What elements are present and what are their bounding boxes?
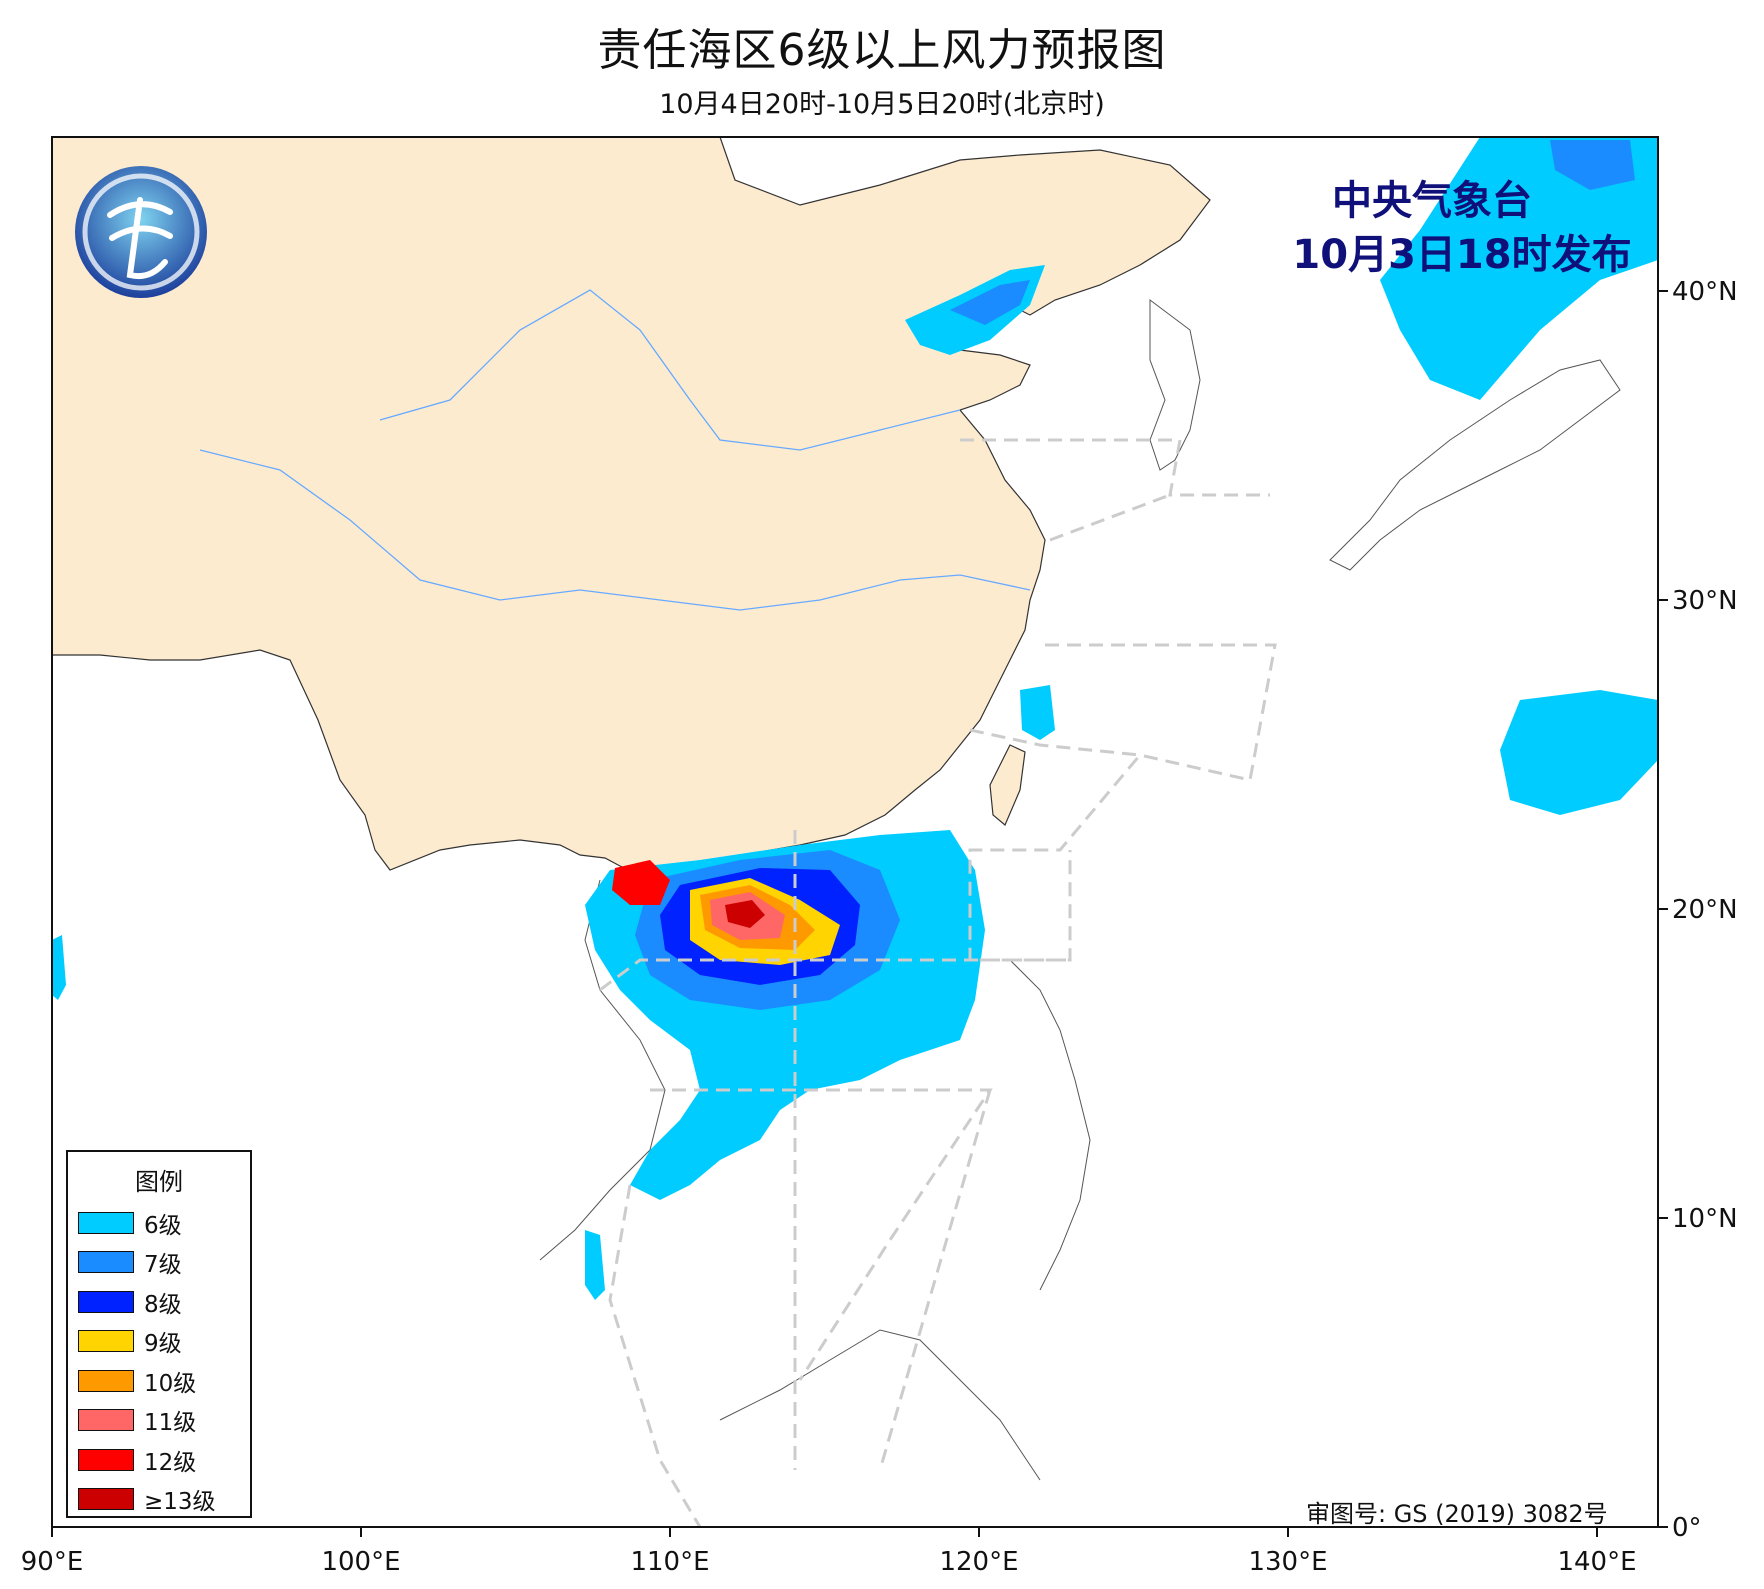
- borneo-coast: [719, 1329, 1041, 1481]
- issuer-name: 中央气象台: [1332, 178, 1532, 224]
- indochina-coast: [539, 879, 666, 1261]
- wind-area-level6-sea-of-japan: [1380, 137, 1658, 400]
- issue-time: 10月3日18时发布: [1292, 232, 1631, 278]
- longitude-labels: 90°E 100°E 110°E 120°E 130°E 140°E: [21, 1547, 1637, 1577]
- legend-swatch: [78, 1211, 134, 1234]
- lon-label-100e: 100°E: [321, 1547, 400, 1577]
- taiwan-island: [989, 744, 1026, 826]
- legend-item-level13-plus: ≥13级: [68, 1480, 250, 1520]
- legend-label: 9级: [144, 1331, 182, 1358]
- river-yellow: [379, 289, 961, 451]
- lat-label-40n: 40°N: [1672, 277, 1738, 307]
- legend-item-level10: 10级: [68, 1361, 250, 1401]
- lon-label-120e: 120°E: [939, 1547, 1018, 1577]
- map-subtitle: 10月4日20时-10月5日20时(北京时): [659, 89, 1105, 120]
- legend-swatch: [78, 1330, 134, 1353]
- legend-swatch: [78, 1369, 134, 1392]
- lat-label-20n: 20°N: [1672, 895, 1738, 925]
- map-title: 责任海区6级以上风力预报图: [597, 25, 1167, 76]
- legend-item-level7: 7级: [68, 1243, 250, 1283]
- legend-item-level9: 9级: [68, 1322, 250, 1362]
- longitude-ticks: [51, 1527, 1598, 1537]
- philippines-coast: [1009, 959, 1091, 1291]
- legend-swatch: [78, 1448, 134, 1471]
- legend-label: 8级: [144, 1291, 182, 1318]
- legend-title: 图例: [135, 1168, 183, 1196]
- wind-area-level13: [725, 900, 765, 928]
- japan-outline: [1329, 359, 1621, 571]
- legend: 图例 6级 7级 8级 9级 10级 11级 12级 ≥13级: [66, 1150, 252, 1518]
- lon-label-140e: 140°E: [1557, 1547, 1636, 1577]
- legend-label: 11级: [144, 1410, 197, 1437]
- legend-item-level8: 8级: [68, 1282, 250, 1322]
- legend-label: 7级: [144, 1252, 182, 1279]
- sea-zone-boundaries: [599, 438, 1277, 1527]
- lon-label-110e: 110°E: [630, 1547, 709, 1577]
- map-approval-number: 审图号: GS (2019) 3082号: [1306, 1500, 1608, 1528]
- river-yangtze: [199, 449, 1031, 611]
- lat-label-30n: 30°N: [1672, 586, 1738, 616]
- wind-area-level7-bohai: [950, 280, 1030, 325]
- legend-item-level6: 6级: [68, 1203, 250, 1243]
- lon-label-130e: 130°E: [1248, 1547, 1327, 1577]
- wind-area-level6-east-pacific: [1500, 690, 1658, 815]
- latitude-labels: 0° 10°N 20°N 30°N 40°N: [1672, 277, 1738, 1543]
- legend-label: 12级: [144, 1449, 197, 1476]
- legend-swatch: [78, 1251, 134, 1274]
- wind-area-level6-taiwan-strait: [1020, 685, 1055, 740]
- latitude-ticks: [1658, 290, 1668, 1528]
- legend-label: ≥13级: [144, 1489, 216, 1516]
- wind-area-level6-andaman: [52, 935, 66, 1000]
- legend-swatch: [78, 1488, 134, 1511]
- lon-label-90e: 90°E: [21, 1547, 84, 1577]
- legend-label: 10级: [144, 1370, 197, 1397]
- map-frame: [51, 136, 1659, 1528]
- legend-label: 6级: [144, 1212, 182, 1239]
- legend-swatch: [78, 1290, 134, 1313]
- legend-item-level12: 12级: [68, 1440, 250, 1480]
- legend-item-level11: 11级: [68, 1401, 250, 1441]
- wind-area-level6-gulf-thailand: [585, 1230, 605, 1300]
- legend-swatch: [78, 1409, 134, 1432]
- lat-label-10n: 10°N: [1672, 1204, 1738, 1234]
- cma-logo-icon: [75, 166, 207, 298]
- korea-outline: [1149, 299, 1201, 471]
- wind-area-level12: [612, 860, 670, 905]
- wind-area-level7-sea-of-japan: [1550, 140, 1635, 190]
- lat-label-0: 0°: [1672, 1513, 1702, 1543]
